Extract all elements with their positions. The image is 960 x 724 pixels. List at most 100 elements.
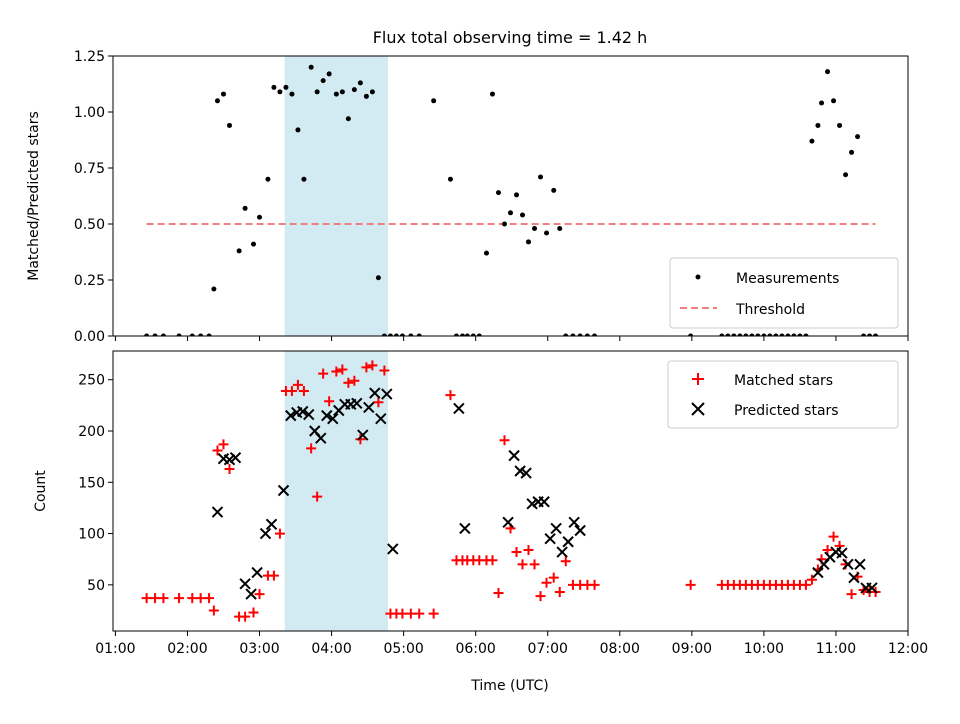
measurement-point — [301, 176, 307, 182]
measurement-point — [577, 333, 583, 336]
measurement-point — [320, 78, 326, 84]
y-tick-label: 0.25 — [74, 273, 105, 289]
bottom-plot-marks — [141, 360, 881, 622]
measurement-point — [803, 333, 809, 336]
predicted-stars-point — [297, 405, 309, 418]
x-tick-label: 12:00 — [888, 641, 928, 657]
predicted-stars-point — [321, 409, 333, 422]
legend-x-marker — [691, 402, 705, 416]
measurement-point — [483, 250, 489, 256]
predicted-stars-point — [351, 397, 363, 410]
measurement-point — [314, 89, 320, 95]
predicted-stars-point — [259, 527, 272, 540]
x-tick-label: 10:00 — [744, 641, 784, 657]
matched-stars-point — [414, 608, 425, 619]
top-y-axis-label: Matched/Predicted stars — [26, 111, 42, 281]
measurement-point — [459, 333, 465, 336]
matched-stars-point — [800, 579, 811, 590]
matched-stars-point — [589, 579, 600, 590]
measurement-point — [514, 192, 520, 198]
predicted-stars-point — [387, 543, 399, 555]
measurement-point — [557, 225, 563, 231]
x-tick-label: 08:00 — [600, 641, 640, 657]
measurement-point — [815, 122, 821, 128]
measurement-point — [476, 333, 482, 336]
measurement-point — [551, 187, 557, 193]
matched-stars-point — [493, 588, 504, 599]
measurement-point — [773, 333, 779, 336]
measurement-point — [211, 286, 217, 292]
x-tick-label: 09:00 — [672, 641, 712, 657]
measurement-point — [277, 89, 283, 95]
y-tick-label: 250 — [78, 373, 105, 389]
matched-stars-point — [254, 589, 265, 600]
bottom-legend: Matched stars Predicted stars — [667, 360, 899, 429]
measurement-point — [855, 134, 861, 140]
matched-stars-point — [195, 593, 206, 604]
measurement-point — [544, 230, 550, 236]
matched-stars-point — [274, 528, 285, 539]
predicted-stars-point — [229, 451, 242, 464]
matched-stars-point — [337, 364, 348, 375]
predicted-stars-point — [538, 496, 550, 508]
matched-stars-point — [204, 593, 215, 604]
measurement-point — [289, 91, 295, 97]
chart-title: Flux total observing time = 1.42 h — [373, 28, 648, 47]
measurement-point — [785, 333, 791, 336]
matched-stars-point — [218, 439, 229, 450]
matched-stars-point — [212, 445, 223, 456]
measurement-point — [532, 225, 538, 231]
measurement-point — [416, 333, 422, 336]
matched-stars-point — [208, 605, 219, 616]
measurement-point — [737, 333, 743, 336]
predicted-stars-point — [375, 412, 387, 425]
bottom-axes-frame — [112, 350, 909, 632]
matched-stars-point — [268, 570, 279, 581]
matched-stars-point — [828, 531, 839, 542]
matched-stars-point — [511, 547, 522, 558]
matched-stars-point — [187, 593, 198, 604]
x-tick-label: 06:00 — [455, 641, 495, 657]
y-tick-label: 100 — [78, 527, 105, 543]
x-tick-label: 02:00 — [167, 641, 207, 657]
matched-stars-point — [806, 574, 817, 585]
top-legend: Measurements Threshold — [669, 257, 899, 329]
measurement-point — [809, 138, 815, 144]
measurement-point — [867, 333, 873, 336]
measurement-point — [526, 239, 532, 245]
y-tick-label: 1.00 — [74, 105, 105, 121]
predicted-stars-point — [251, 566, 263, 579]
y-tick-label: 1.25 — [74, 49, 105, 65]
matched-stars-point — [298, 386, 309, 396]
matched-stars-point — [535, 591, 546, 602]
predicted-stars-point — [327, 412, 339, 425]
predicted-stars-point — [453, 402, 465, 415]
x-tick-label: 04:00 — [311, 641, 351, 657]
predicted-stars-point — [544, 532, 556, 545]
matched-stars-point — [158, 593, 169, 604]
matched-stars-point — [355, 434, 366, 445]
matched-stars-point — [541, 577, 552, 588]
measurement-point — [570, 333, 576, 336]
predicted-stars-point — [562, 536, 574, 548]
measurement-point — [345, 116, 351, 122]
measurement-point — [375, 275, 381, 281]
matched-stars-point — [343, 377, 354, 388]
predicted-stars-point — [381, 388, 393, 400]
observing-interval-band — [284, 351, 389, 631]
predicted-stars-point — [502, 516, 514, 528]
predicted-stars-point — [866, 582, 878, 594]
predicted-stars-point — [277, 484, 290, 497]
measurement-point — [725, 333, 731, 336]
measurement-point — [220, 91, 226, 97]
measurement-point — [308, 64, 314, 70]
observing-interval-band — [284, 56, 389, 336]
predicted-stars-point — [812, 566, 824, 579]
matched-stars-point — [822, 544, 833, 555]
predicted-stars-point — [568, 516, 580, 528]
measurement-point — [825, 69, 831, 75]
measurement-point — [873, 333, 879, 336]
measurement-point — [326, 71, 332, 77]
measurement-point — [381, 333, 387, 336]
measurement-point — [295, 127, 301, 133]
